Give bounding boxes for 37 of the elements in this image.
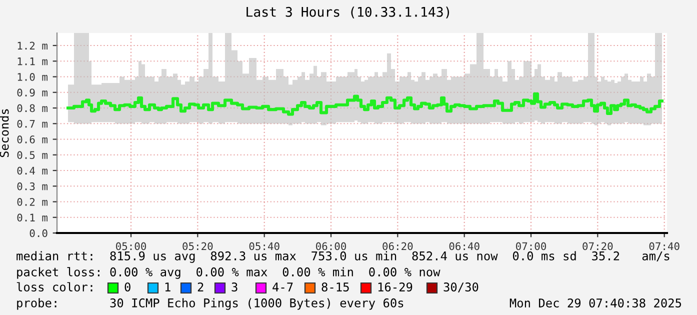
y-tick-label: 0.6 m (17, 136, 48, 144)
text: loss color: (16, 282, 92, 292)
text: 4-7 (272, 282, 293, 292)
text: 1 (165, 282, 170, 292)
x-tick-label: 06:40 (449, 242, 480, 250)
text: 2 (198, 282, 204, 292)
y-tick-label: 1.0 m (18, 73, 48, 81)
x-tick-label: 07:00 (516, 242, 546, 250)
x-tick-label: 05:20 (182, 242, 213, 250)
y-tick-label: 0.2 m (17, 198, 48, 206)
text: 3 (232, 282, 238, 292)
text: 0 (124, 282, 130, 292)
y-tick-label: 1.1 m (18, 58, 48, 66)
y-tick-label: 0.8 m (17, 104, 48, 112)
y-tick-label: 0.5 m (17, 151, 48, 160)
x-tick-label: 06:20 (382, 242, 413, 250)
text: 16-29 (378, 282, 412, 292)
x-tick-label: 05:40 (249, 242, 280, 250)
y-tick-label: 0.1 m (17, 214, 48, 222)
text: 8-15 (322, 282, 349, 292)
x-tick-label: 07:20 (582, 242, 613, 250)
y-tick-label: 0.3 m (17, 182, 48, 190)
y-tick-label: 0.0 (30, 229, 48, 238)
y-tick-label: 0.9 m (17, 88, 48, 97)
chart-title: Last 3 Hours (10.33.1.143) (246, 6, 450, 18)
text: packet loss: 0.00 % avg 0.00 % max 0.00 % min 0.00 % now (17, 267, 440, 279)
y-tick-label: 1.2 m (18, 42, 48, 50)
x-tick-label: 06:00 (316, 242, 346, 250)
y-tick-label: 0.7 m (17, 120, 48, 128)
text: probe: 30 ICMP Echo Pings (1000 Bytes) every 60s (17, 298, 404, 310)
y-axis-title: Seconds (0, 109, 9, 158)
y-tick-label: 0.4 m (17, 166, 48, 175)
x-tick-label: 07:40 (649, 242, 680, 250)
text: median rtt: 815.9 us avg 892.3 us max 753.0 us min 852.4 us now 0.0 ms sd 35.2 am/s (16, 251, 670, 263)
text: Mon Dec 29 07:40:38 2025 (510, 298, 682, 308)
text: 30/30 (444, 282, 478, 292)
x-tick-label: 05:00 (116, 242, 146, 250)
